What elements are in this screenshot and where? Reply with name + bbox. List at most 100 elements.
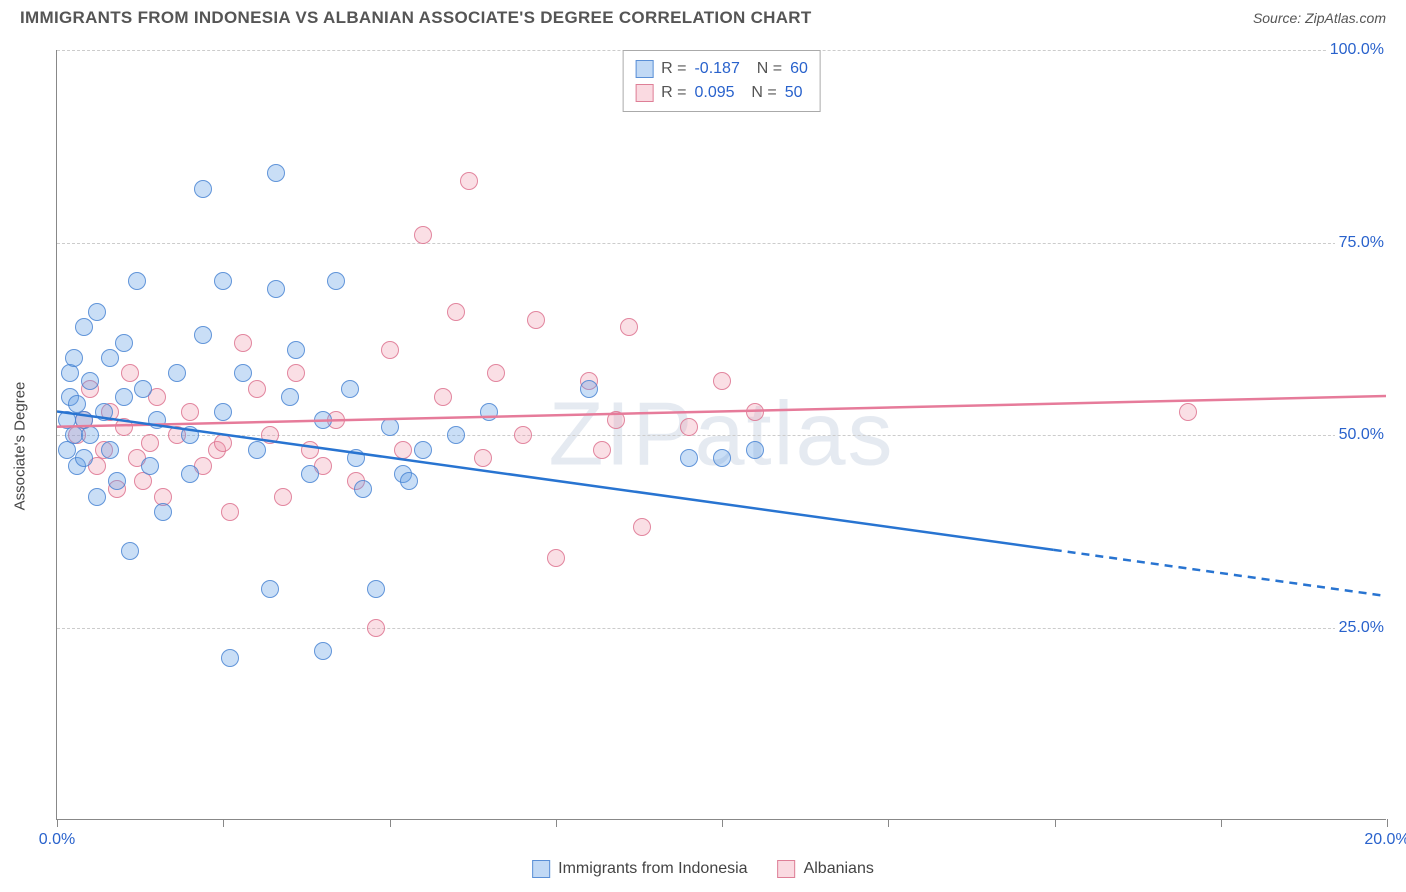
scatter-point xyxy=(75,318,93,336)
scatter-point xyxy=(221,503,239,521)
scatter-point xyxy=(154,503,172,521)
scatter-point xyxy=(101,349,119,367)
scatter-point xyxy=(61,364,79,382)
scatter-point xyxy=(1179,403,1197,421)
scatter-point xyxy=(214,272,232,290)
scatter-point xyxy=(95,403,113,421)
xtick xyxy=(223,819,224,827)
scatter-point xyxy=(746,441,764,459)
scatter-point xyxy=(633,518,651,536)
scatter-point xyxy=(527,311,545,329)
scatter-point xyxy=(274,488,292,506)
scatter-point xyxy=(234,334,252,352)
scatter-point xyxy=(121,364,139,382)
scatter-point xyxy=(367,580,385,598)
scatter-point xyxy=(314,642,332,660)
stats-legend: R = -0.187 N = 60 R = 0.095 N = 50 xyxy=(622,50,821,112)
scatter-point xyxy=(248,441,266,459)
series-legend: Immigrants from Indonesia Albanians xyxy=(532,860,874,878)
r-value-a: -0.187 xyxy=(694,57,739,81)
xtick xyxy=(390,819,391,827)
legend-label-a: Immigrants from Indonesia xyxy=(558,860,747,878)
xtick xyxy=(722,819,723,827)
scatter-point xyxy=(234,364,252,382)
ytick-label: 75.0% xyxy=(1335,234,1388,252)
scatter-point xyxy=(414,441,432,459)
swatch-b-icon xyxy=(778,860,796,878)
scatter-point xyxy=(620,318,638,336)
scatter-point xyxy=(134,380,152,398)
xtick-label: 20.0% xyxy=(1364,831,1406,849)
scatter-point xyxy=(680,418,698,436)
scatter-point xyxy=(81,426,99,444)
n-label: N = xyxy=(748,57,782,81)
xtick xyxy=(57,819,58,827)
scatter-point xyxy=(121,542,139,560)
scatter-point xyxy=(713,449,731,467)
scatter-point xyxy=(141,457,159,475)
scatter-point xyxy=(593,441,611,459)
swatch-b-icon xyxy=(635,84,653,102)
trend-line xyxy=(1054,550,1386,596)
r-label: R = xyxy=(661,81,686,105)
r-value-b: 0.095 xyxy=(694,81,734,105)
scatter-point xyxy=(267,164,285,182)
ytick-label: 50.0% xyxy=(1335,426,1388,444)
scatter-point xyxy=(214,434,232,452)
scatter-point xyxy=(434,388,452,406)
n-value-b: 50 xyxy=(785,81,803,105)
ytick-label: 100.0% xyxy=(1326,41,1388,59)
gridline xyxy=(57,435,1386,436)
scatter-point xyxy=(261,426,279,444)
gridline xyxy=(57,243,1386,244)
scatter-point xyxy=(108,472,126,490)
scatter-point xyxy=(400,472,418,490)
n-value-a: 60 xyxy=(790,57,808,81)
scatter-point xyxy=(65,349,83,367)
scatter-point xyxy=(514,426,532,444)
scatter-point xyxy=(301,441,319,459)
chart-plot-area: ZIPatlas R = -0.187 N = 60 R = 0.095 N =… xyxy=(56,50,1386,820)
stats-row-a: R = -0.187 N = 60 xyxy=(635,57,808,81)
n-label: N = xyxy=(743,81,777,105)
chart-title: IMMIGRANTS FROM INDONESIA VS ALBANIAN AS… xyxy=(20,8,812,28)
scatter-point xyxy=(148,411,166,429)
scatter-point xyxy=(181,426,199,444)
scatter-point xyxy=(194,180,212,198)
scatter-point xyxy=(367,619,385,637)
scatter-point xyxy=(81,372,99,390)
scatter-point xyxy=(261,580,279,598)
scatter-point xyxy=(287,364,305,382)
scatter-point xyxy=(214,403,232,421)
scatter-point xyxy=(381,341,399,359)
xtick xyxy=(1055,819,1056,827)
xtick xyxy=(556,819,557,827)
xtick xyxy=(1221,819,1222,827)
scatter-point xyxy=(394,441,412,459)
stats-row-b: R = 0.095 N = 50 xyxy=(635,81,808,105)
scatter-point xyxy=(607,411,625,429)
scatter-point xyxy=(381,418,399,436)
scatter-point xyxy=(115,334,133,352)
xtick-label: 0.0% xyxy=(39,831,75,849)
scatter-point xyxy=(341,380,359,398)
scatter-point xyxy=(447,303,465,321)
xtick xyxy=(888,819,889,827)
scatter-point xyxy=(314,411,332,429)
scatter-point xyxy=(194,326,212,344)
legend-item-a: Immigrants from Indonesia xyxy=(532,860,747,878)
scatter-point xyxy=(134,472,152,490)
legend-label-b: Albanians xyxy=(804,860,874,878)
xtick xyxy=(1387,819,1388,827)
trend-line xyxy=(57,411,1054,549)
scatter-point xyxy=(480,403,498,421)
scatter-point xyxy=(88,488,106,506)
scatter-point xyxy=(547,549,565,567)
scatter-point xyxy=(75,449,93,467)
scatter-point xyxy=(168,364,186,382)
scatter-point xyxy=(65,426,83,444)
scatter-point xyxy=(447,426,465,444)
scatter-point xyxy=(181,465,199,483)
scatter-point xyxy=(141,434,159,452)
swatch-a-icon xyxy=(532,860,550,878)
